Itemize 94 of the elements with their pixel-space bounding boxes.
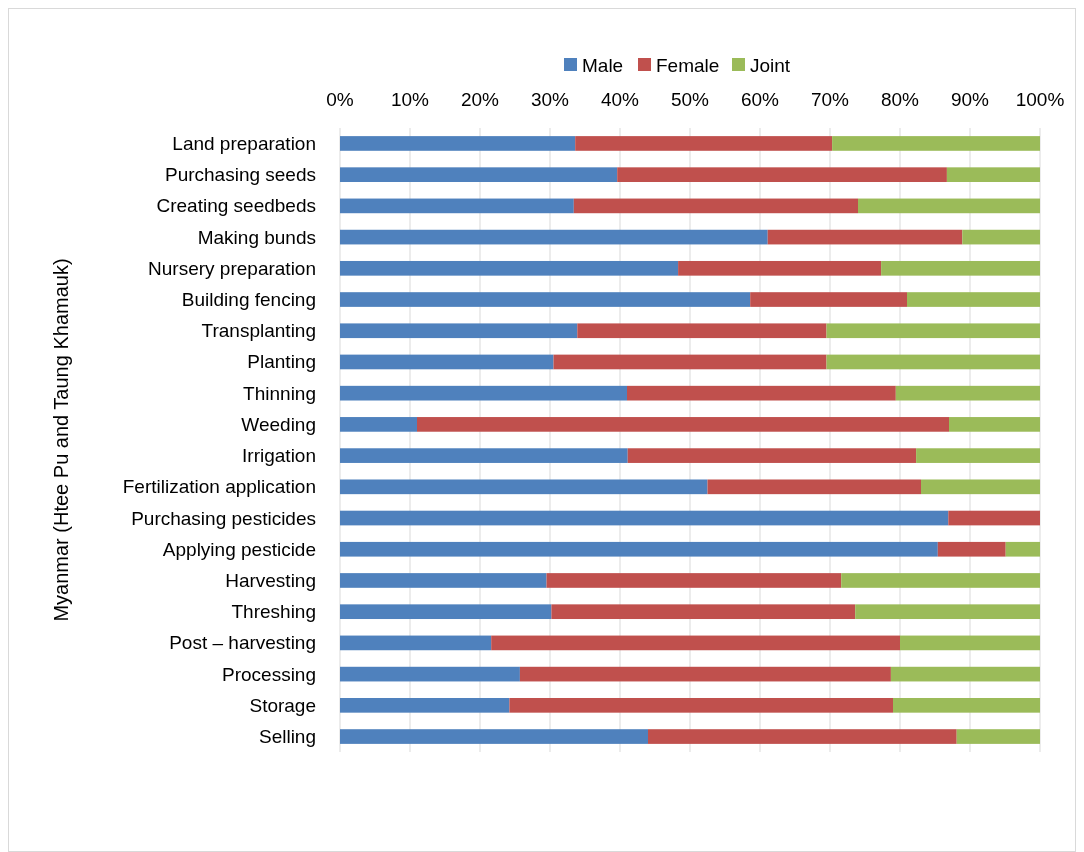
bar [340, 354, 554, 370]
bar [627, 448, 917, 463]
bar [509, 698, 893, 713]
y-tick-label: Purchasing seeds [164, 164, 316, 186]
y-tick-label: Irrigation [242, 445, 316, 467]
bar [340, 510, 949, 526]
bar [340, 198, 574, 214]
y-tick-label: Land preparation [172, 132, 316, 154]
bar [841, 573, 1040, 588]
bar [832, 136, 1040, 151]
bar [551, 604, 856, 620]
bar [573, 198, 858, 214]
bar [553, 354, 827, 370]
bar [575, 136, 833, 151]
bar [340, 229, 768, 245]
bar [707, 479, 921, 495]
y-tick-label: Post – harvesting [169, 632, 316, 654]
bar [340, 573, 547, 588]
bar [340, 448, 628, 463]
y-tick-label: Purchasing pesticides [131, 507, 316, 529]
y-tick-label: Building fencing [181, 289, 316, 311]
legend-label: Female [656, 54, 720, 76]
bar [519, 666, 891, 682]
x-tick-label: 10% [390, 89, 430, 110]
bar [893, 698, 1040, 713]
y-tick-label: Planting [247, 351, 316, 373]
x-tick-label: 20% [460, 89, 500, 110]
bar [340, 541, 938, 557]
x-tick-label: 50% [670, 89, 710, 110]
y-tick-label: Applying pesticide [162, 538, 316, 560]
bar [855, 604, 1040, 620]
y-tick-label: Creating seedbeds [156, 195, 316, 217]
bar [340, 136, 576, 151]
bar [1005, 541, 1040, 557]
bar [937, 541, 1006, 557]
bar [577, 323, 827, 339]
bar [340, 666, 520, 682]
bar [890, 666, 1040, 682]
bar [767, 229, 963, 245]
bar [340, 167, 618, 182]
bar [907, 292, 1040, 307]
bar [340, 729, 648, 744]
bar [340, 417, 417, 432]
bar [949, 417, 1040, 432]
y-tick-label: Fertilization application [122, 476, 316, 498]
bar [417, 417, 949, 432]
x-tick-label: 90% [950, 89, 990, 110]
y-tick-label: Transplanting [201, 320, 316, 342]
x-tick-label: 70% [810, 89, 850, 110]
y-axis-title: Myanmar (Htee Pu and Taung Khamauk) [50, 258, 72, 622]
bar [491, 635, 900, 651]
bar [895, 385, 1040, 401]
bar [340, 260, 679, 276]
y-tick-label: Harvesting [225, 569, 316, 591]
bar [340, 635, 492, 651]
y-tick-label: Processing [222, 663, 316, 685]
y-tick-label: Weeding [241, 413, 316, 435]
bar [826, 354, 1040, 370]
bar [340, 385, 627, 401]
bar [956, 729, 1040, 744]
x-tick-label: 60% [740, 89, 780, 110]
bar [826, 323, 1040, 339]
bar [627, 385, 896, 401]
bar [921, 479, 1040, 495]
bar [900, 635, 1040, 651]
bar [948, 510, 1040, 526]
bar [648, 729, 957, 744]
y-tick-label: Threshing [231, 601, 316, 623]
bar [340, 292, 751, 307]
bar [962, 229, 1040, 245]
bar [881, 260, 1040, 276]
bar [678, 260, 882, 276]
bar [340, 479, 708, 495]
y-tick-label: Storage [249, 694, 316, 716]
x-tick-label: 100% [1015, 89, 1065, 110]
bar [340, 698, 510, 713]
bar [946, 167, 1040, 182]
bar [340, 323, 578, 339]
x-tick-label: 30% [530, 89, 570, 110]
bar [340, 604, 552, 620]
y-tick-label: Nursery preparation [148, 257, 316, 279]
legend-label: Male [582, 54, 624, 76]
x-tick-label: 80% [880, 89, 920, 110]
y-tick-label: Thinning [243, 382, 316, 404]
bar [546, 573, 842, 588]
bar [750, 292, 907, 307]
legend-label: Joint [750, 54, 791, 76]
y-tick-label: Making bunds [197, 226, 316, 248]
bar [916, 448, 1040, 463]
x-tick-label: 40% [600, 89, 640, 110]
y-tick-label: Selling [258, 726, 316, 748]
x-tick-label: 0% [326, 89, 354, 110]
bar [617, 167, 947, 182]
bar [858, 198, 1040, 214]
